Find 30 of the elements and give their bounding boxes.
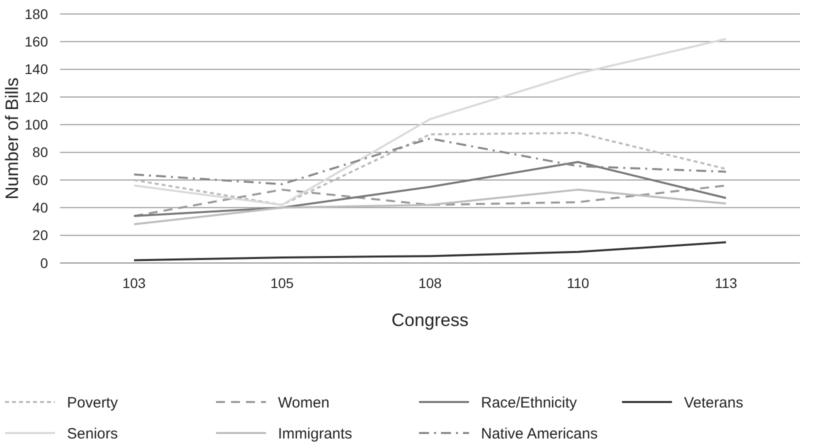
legend-label: Seniors — [67, 425, 118, 442]
legend-label: Women — [278, 394, 330, 412]
y-tick-label: 0 — [40, 254, 48, 271]
line-series — [133, 241, 727, 262]
line-series — [133, 38, 727, 206]
x-tick-label: 105 — [270, 275, 294, 291]
legend-label: Race/Ethnicity — [481, 394, 578, 412]
x-tick-label: 103 — [122, 275, 146, 291]
y-tick-label: 160 — [24, 34, 48, 50]
legend-label: Native Americans — [481, 425, 598, 442]
legend-label: Immigrants — [278, 425, 352, 442]
line-series — [133, 188, 727, 226]
y-tick-label: 40 — [32, 200, 48, 216]
line-series — [133, 161, 727, 217]
x-tick-label: 113 — [714, 275, 738, 291]
line-series — [133, 138, 727, 186]
y-tick-label: 60 — [32, 172, 48, 188]
legend-label: Veterans — [684, 394, 744, 412]
x-axis-title: Congress — [391, 310, 469, 330]
y-tick-label: 20 — [32, 227, 48, 244]
y-axis-title: Number of Bills — [2, 77, 22, 200]
y-tick-label: 180 — [24, 6, 48, 22]
legend-label: Poverty — [67, 394, 118, 412]
x-tick-label: 108 — [418, 275, 442, 291]
y-tick-label: 140 — [24, 61, 48, 78]
y-tick-label: 100 — [24, 116, 48, 133]
y-tick-label: 120 — [24, 88, 48, 105]
x-tick-label: 110 — [566, 275, 590, 291]
line-series — [133, 132, 727, 206]
y-tick-label: 80 — [32, 144, 48, 160]
